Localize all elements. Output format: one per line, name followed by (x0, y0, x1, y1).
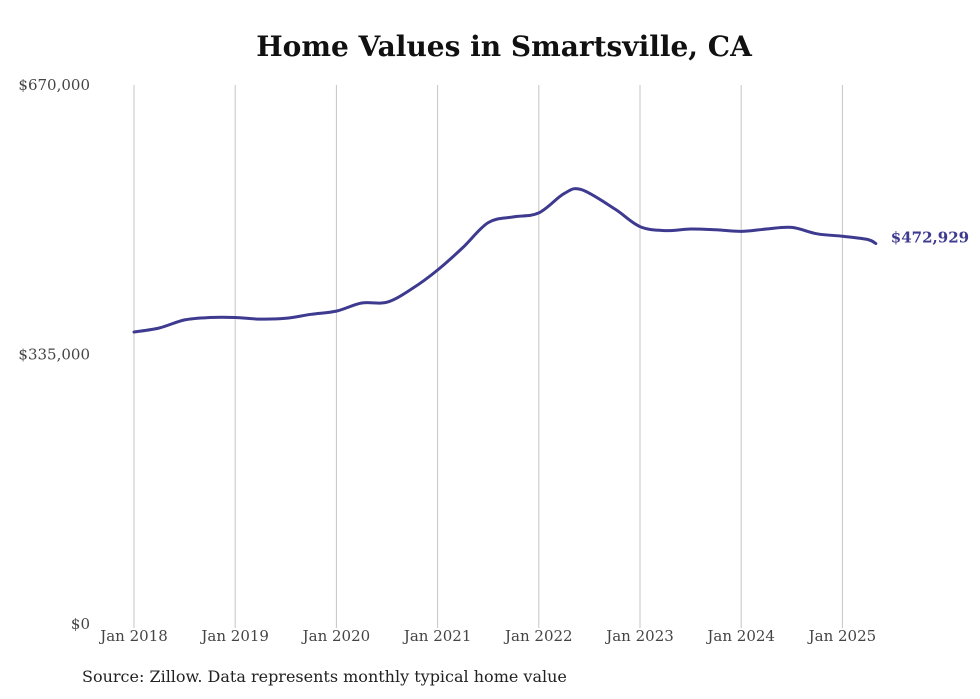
x-tick-label: Jan 2024 (705, 627, 775, 645)
x-tick-label: Jan 2025 (807, 627, 877, 645)
grid-layer (133, 85, 843, 628)
x-tick-label: Jan 2020 (301, 627, 371, 645)
series-layer: $472,929 (132, 187, 969, 334)
x-tick-label: Jan 2022 (503, 627, 573, 645)
chart-title: Home Values in Smartsville, CA (256, 30, 752, 63)
source-note: Source: Zillow. Data represents monthly … (82, 667, 567, 686)
x-tick-label: Jan 2019 (199, 627, 269, 645)
x-tick-label: Jan 2021 (402, 627, 472, 645)
y-tick-label: $0 (71, 615, 90, 633)
x-tick-label: Jan 2018 (98, 627, 168, 645)
y-tick-label: $335,000 (18, 346, 90, 364)
x-tick-label: Jan 2023 (604, 627, 674, 645)
y-axis: $670,000 $335,000 $0 (18, 76, 90, 633)
end-value-label: $472,929 (891, 229, 969, 247)
x-axis: Jan 2018 Jan 2019 Jan 2020 Jan 2021 Jan 2022… (98, 627, 876, 645)
y-tick-label: $670,000 (18, 76, 90, 94)
series-line (132, 187, 878, 334)
